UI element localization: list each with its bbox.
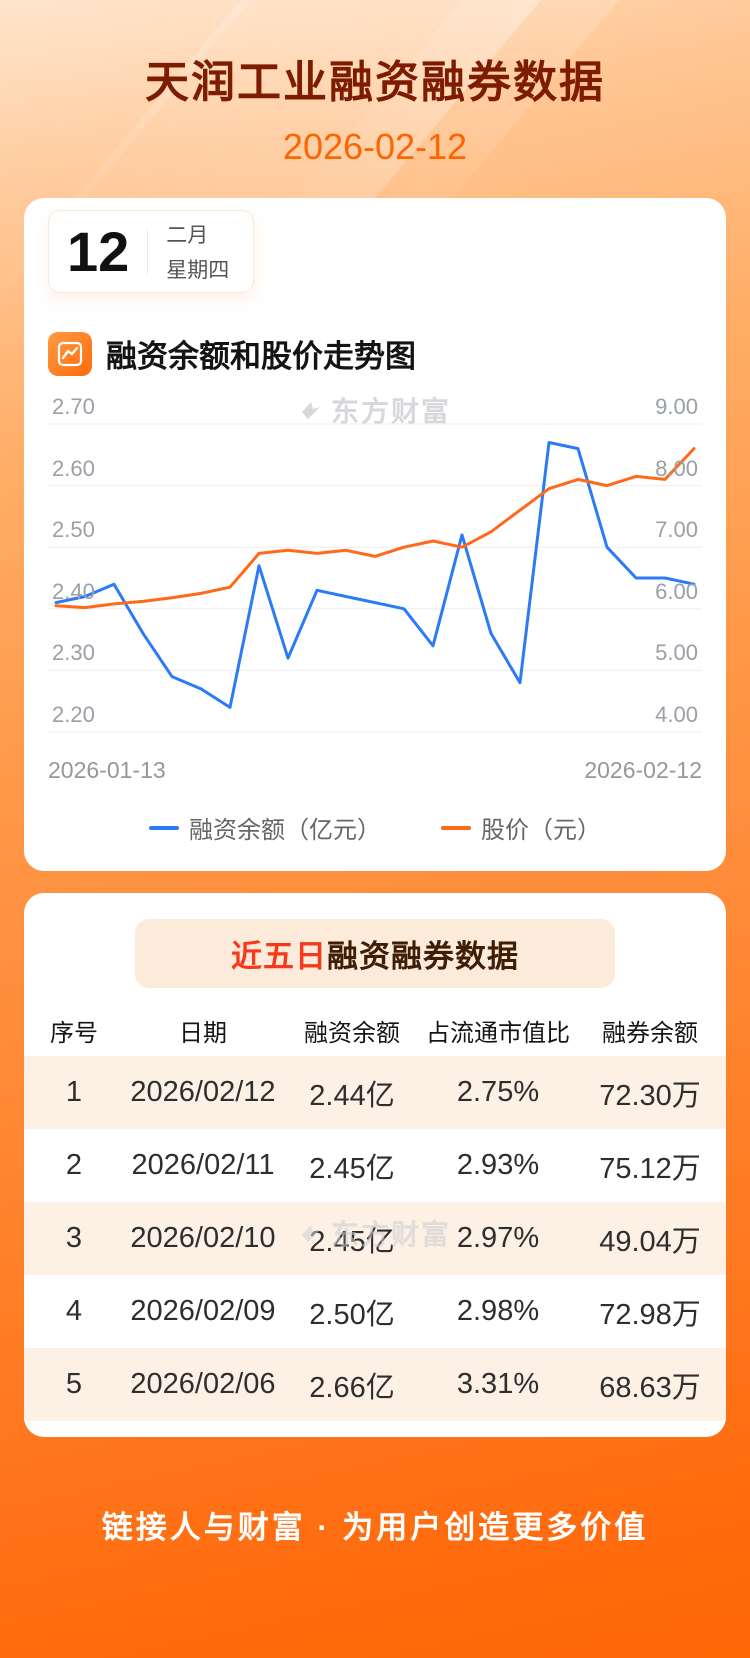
chart-card: 12 二月 星期四 融资余额和股价走势图 东方财富 2.70 9.00 2.60 8 (24, 198, 726, 871)
x-axis-end-label: 2026-02-12 (584, 757, 702, 783)
table-cell: 2.44亿 (309, 1079, 395, 1112)
legend-swatch (441, 825, 471, 830)
legend-label: 股价（元） (481, 817, 601, 844)
table-header-cell: 序号 (50, 1019, 98, 1047)
table-cell: 4 (65, 1295, 83, 1327)
right-axis-tick: 5.00 (655, 640, 698, 666)
left-axis-tick: 2.50 (52, 517, 95, 543)
table-header-cell: 融券余额 (602, 1019, 698, 1047)
table-cell: 2.66亿 (309, 1371, 395, 1404)
table-header-cell: 占流通市值比 (426, 1019, 570, 1047)
table-row: 4 2026/02/09 2.50亿 2.98% 72.98万 (24, 1275, 726, 1348)
table-cell: 2026/02/09 (130, 1295, 276, 1327)
table-cell: 68.63万 (599, 1371, 701, 1404)
table-section-title: 近五日融资融券数据 (135, 919, 615, 988)
table-cell: 2.97% (456, 1222, 540, 1254)
table-cell: 2.98% (456, 1295, 540, 1327)
left-axis-tick: 2.70 (52, 394, 95, 419)
table-title-rest: 融资融券数据 (327, 939, 519, 974)
left-axis-tick: 2.30 (52, 640, 95, 666)
chart-plot-area (48, 423, 702, 733)
right-axis-tick: 4.00 (655, 702, 698, 727)
table-header-cell: 日期 (179, 1019, 227, 1047)
table-cell: 2.45亿 (309, 1225, 395, 1258)
legend-swatch (149, 825, 179, 830)
legend-item: 融资余额（亿元） (149, 810, 381, 845)
right-axis-tick: 9.00 (655, 394, 698, 419)
table-cell: 75.12万 (599, 1152, 701, 1185)
table-row: 2 2026/02/11 2.45亿 2.93% 75.12万 (24, 1129, 726, 1202)
series-line (54, 447, 696, 610)
left-axis-tick: 2.40 (52, 578, 95, 604)
table-cell: 72.98万 (599, 1298, 701, 1331)
table-cell: 2.93% (456, 1149, 540, 1181)
table-body: 1 2026/02/12 2.44亿 2.75% 72.30万 2 2026/02/11 2.… (24, 1056, 726, 1421)
table-header-cell: 融资余额 (304, 1019, 400, 1047)
legend-item: 股价（元） (441, 810, 601, 845)
right-axis-tick: 8.00 (655, 455, 698, 481)
table-cell: 2.45亿 (309, 1152, 395, 1185)
chart-legend: 融资余额（亿元） 股价（元） (48, 810, 702, 845)
table-row: 3 2026/02/10 2.45亿 2.97% 49.04万 (24, 1202, 726, 1275)
table-cell: 2026/02/10 (130, 1222, 276, 1254)
right-axis-tick: 6.00 (655, 578, 698, 604)
calendar-month: 二月 (166, 224, 209, 247)
table-cell: 2026/02/12 (130, 1076, 276, 1108)
calendar-card: 12 二月 星期四 (48, 210, 255, 293)
table-header-row: 序号 日期 融资余额 占流通市值比 融券余额 (24, 1004, 726, 1056)
table-cell: 2.50亿 (309, 1298, 395, 1331)
table-row: 5 2026/02/06 2.66亿 3.31% 68.63万 (24, 1348, 726, 1421)
calendar-day: 12 (67, 219, 130, 283)
right-axis-tick: 7.00 (655, 517, 698, 543)
table-cell: 3.31% (456, 1368, 540, 1400)
table-cell: 2 (65, 1149, 83, 1181)
page-title: 天润工业融资融券数据 (145, 58, 605, 107)
table-cell: 49.04万 (599, 1225, 701, 1258)
table-cell: 2.75% (456, 1076, 540, 1108)
table-cell: 3 (65, 1222, 83, 1254)
table-cell: 1 (65, 1076, 83, 1108)
table-title-highlight: 近五日 (231, 939, 327, 974)
x-axis-start-label: 2026-01-13 (48, 757, 166, 783)
page-date: 2026-02-12 (282, 126, 468, 167)
table-cell: 2026/02/06 (130, 1368, 276, 1400)
footer: 链接人与财富 · 为用户创造更多价值 (0, 1390, 750, 1658)
line-chart: 东方财富 2.70 9.00 2.60 8.00 2.50 7.00 2.40 6.00 2.3… (48, 396, 702, 747)
data-table: 东方财富 序号 日期 融资余额 占流通市值比 融券余额 1 2026/02/12 2.44亿… (24, 1004, 726, 1421)
left-axis-tick: 2.60 (52, 455, 95, 481)
legend-label: 融资余额（亿元） (189, 817, 381, 844)
table-cell: 2026/02/11 (131, 1149, 275, 1181)
table-cell: 72.30万 (599, 1079, 701, 1112)
table-card: 近五日融资融券数据 东方财富 序号 日期 融资余额 占流通市值比 融券余额 1 2026/… (24, 893, 726, 1437)
footer-slogan: 链接人与财富 · 为用户创造更多价值 (101, 1509, 649, 1545)
table-cell: 5 (65, 1368, 83, 1400)
chart-section-title: 融资余额和股价走势图 (106, 339, 416, 374)
calendar-weekday: 星期四 (166, 259, 230, 282)
trend-chart-icon (48, 331, 92, 376)
table-row: 1 2026/02/12 2.44亿 2.75% 72.30万 (24, 1056, 726, 1129)
left-axis-tick: 2.20 (52, 702, 95, 727)
calendar-divider (147, 228, 149, 275)
